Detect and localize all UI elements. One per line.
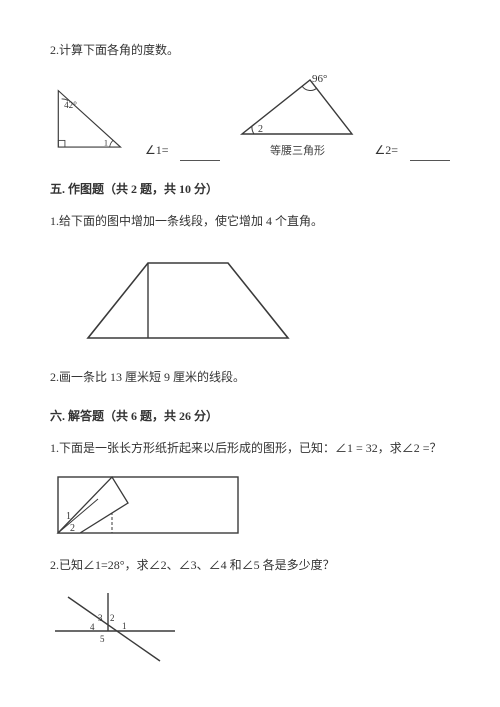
angles-figure: 1 2 3 4 5	[50, 587, 180, 667]
fig2-caption: 等腰三角形	[270, 142, 325, 162]
q2-text: 2.计算下面各角的度数。	[50, 40, 450, 62]
angle-label-5: 5	[100, 634, 105, 644]
fig2-blank[interactable]	[410, 149, 450, 161]
section5-q1: 1.给下面的图中增加一条线段，使它增加 4 个直角。	[50, 211, 450, 233]
triangle-1: 42° 1	[50, 75, 133, 161]
angle-label-3: 3	[98, 613, 103, 623]
angle-label-4: 4	[90, 622, 95, 632]
fig2-corner-label: 2	[258, 124, 263, 135]
angle-label-1: 1	[122, 621, 127, 631]
angle-label-2: 2	[110, 613, 115, 623]
fig1-angle-label: 42°	[64, 100, 77, 110]
section5-q2: 2.画一条比 13 厘米短 9 厘米的线段。	[50, 367, 450, 389]
figure-row-1: 42° 1 ∠1= 96° 2 等腰三角形 ∠2=	[50, 72, 450, 162]
fig1-corner-label: 1	[104, 139, 108, 148]
section6-title: 六. 解答题（共 6 题，共 26 分）	[50, 406, 450, 428]
fold-figure: 1 2	[50, 469, 250, 541]
section5-title: 五. 作图题（共 2 题，共 10 分）	[50, 179, 450, 201]
triangle-2-group: 96° 2 等腰三角形	[232, 72, 362, 162]
fig2-answer-prefix: ∠2=	[374, 140, 398, 162]
section6-q1: 1.下面是一张长方形纸折起来以后形成的图形，已知：∠1 = 32，求∠2 =？	[50, 438, 450, 460]
fold-label-1: 1	[66, 511, 71, 522]
fig1-blank[interactable]	[180, 149, 220, 161]
fig2-top-angle: 96°	[312, 73, 327, 85]
fold-label-2: 2	[70, 523, 75, 534]
triangle-2: 96° 2	[232, 72, 362, 142]
fig1-answer-prefix: ∠1=	[145, 140, 169, 162]
trapezoid-figure	[68, 243, 308, 353]
section6-q2: 2.已知∠1=28°，求∠2、∠3、∠4 和∠5 各是多少度？	[50, 555, 450, 577]
